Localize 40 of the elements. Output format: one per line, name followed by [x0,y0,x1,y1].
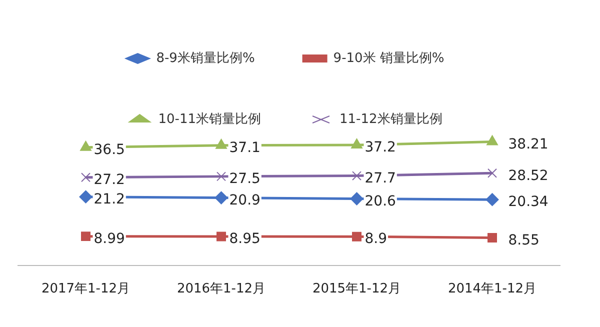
point [81,172,90,182]
legend-label: 9-10米 销量比例% [333,50,444,66]
x-tick-label: 2014年1-12月 [448,282,537,297]
data-label: 27.5 [229,171,260,188]
data-label: 37.1 [229,140,260,156]
point [352,171,362,181]
point [350,192,364,206]
point [486,193,499,206]
point [486,135,498,146]
x-tick-label: 2017年1-12月 [41,282,130,297]
data-label: 38.21 [508,136,548,152]
point [214,191,228,204]
data-label: 21.2 [94,191,125,208]
point [81,232,90,242]
data-label: 27.2 [94,172,125,188]
data-label: 20.34 [508,194,548,210]
point [79,190,92,204]
data-label: 27.7 [364,170,396,186]
data-label: 8.55 [508,232,540,248]
data-label: 28.52 [508,168,548,184]
data-label: 36.5 [94,142,125,158]
data-label: 20.6 [364,193,396,210]
point [216,172,226,182]
point [216,232,226,242]
legend-label: 8-9米销量比例% [156,50,255,66]
data-label: 8.95 [229,231,260,248]
data-label: 20.9 [229,192,260,208]
x-tick-label: 2016年1-12月 [176,282,266,297]
data-label: 8.9 [364,231,388,248]
point [80,140,92,151]
data-label: 37.2 [364,140,396,156]
point [352,232,362,242]
legend-label: 11-12米销量比例 [340,112,442,127]
data-label: 8.99 [94,230,125,247]
legend-label: 10-11米销量比例 [158,112,262,127]
point [488,233,497,242]
point [351,138,362,149]
x-tick-label: 2015年1-12月 [312,282,402,297]
point [488,168,497,178]
point [216,138,227,149]
